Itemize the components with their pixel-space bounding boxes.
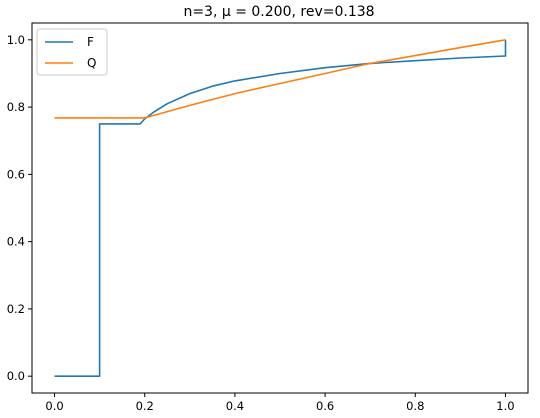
y-axis: 0.0 0.2 0.4 0.6 0.8 1.0 [7,33,32,383]
y-tick-label: 0.2 [7,302,25,316]
y-tick-label: 0.0 [7,369,25,383]
x-tick-label: 1.0 [496,399,514,413]
legend-label: F [87,35,94,49]
legend: FQ [36,28,108,76]
x-tick-label: 0.6 [316,399,334,413]
chart-title: n=3, μ = 0.200, rev=0.138 [183,4,374,20]
x-axis: 0.0 0.2 0.4 0.6 0.8 1.0 [45,393,515,413]
x-tick-label: 0.8 [406,399,424,413]
y-tick-label: 0.6 [7,167,25,181]
plot-area [31,22,529,394]
x-tick-label: 0.2 [136,399,154,413]
y-tick-label: 0.8 [7,100,25,114]
legend-label: Q [87,56,96,70]
y-tick-label: 0.4 [7,235,25,249]
x-tick-label: 0.0 [45,399,63,413]
series-layer [54,39,507,378]
legend-box [36,28,108,76]
series-line-Q [54,39,506,119]
series-line-F [54,39,507,378]
x-tick-label: 0.4 [226,399,244,413]
y-tick-label: 1.0 [7,33,25,47]
